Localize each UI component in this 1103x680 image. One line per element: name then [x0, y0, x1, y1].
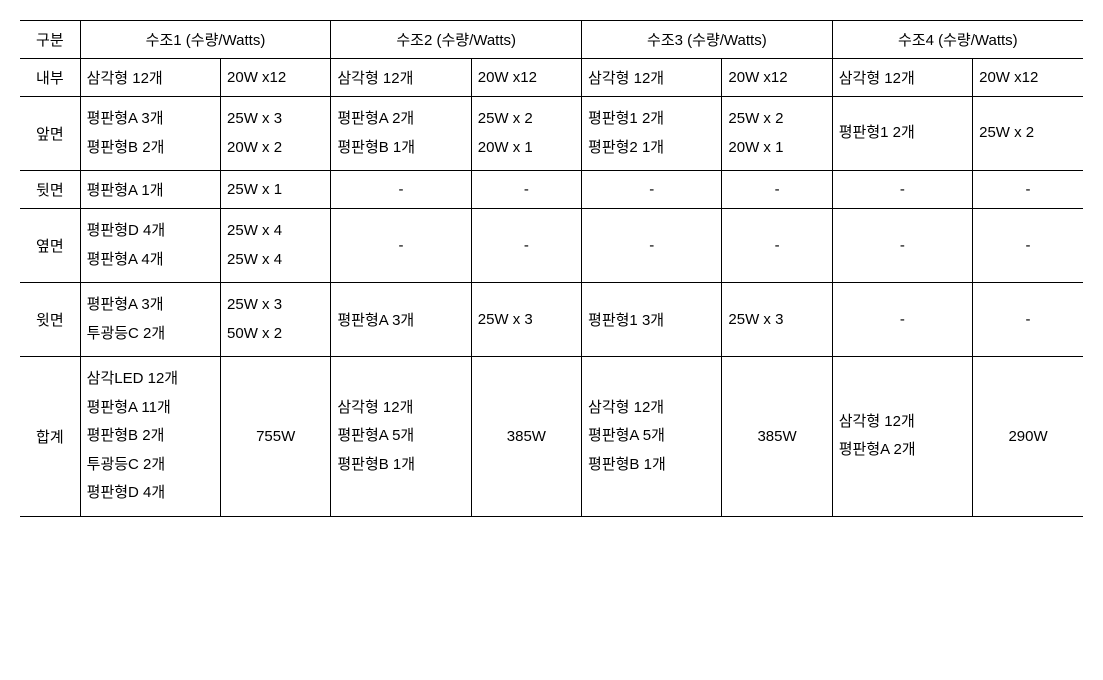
header-tank2: 수조2 (수량/Watts): [331, 21, 582, 59]
cell: 20W x12: [471, 59, 581, 97]
row-label-top: 윗면: [20, 283, 80, 357]
cell: 평판형A 3개: [331, 283, 471, 357]
header-row: 구분 수조1 (수량/Watts) 수조2 (수량/Watts) 수조3 (수량…: [20, 21, 1083, 59]
cell: 25W x 1: [221, 171, 331, 209]
cell: 평판형D 4개평판형A 4개: [80, 209, 220, 283]
cell: 삼각형 12개평판형A 5개평판형B 1개: [582, 357, 722, 517]
row-label-total: 합계: [20, 357, 80, 517]
cell: 20W x12: [221, 59, 331, 97]
cell: 평판형1 3개: [582, 283, 722, 357]
cell: 20W x12: [973, 59, 1083, 97]
cell: -: [832, 283, 972, 357]
cell: -: [973, 209, 1083, 283]
cell: -: [973, 171, 1083, 209]
cell: 평판형A 1개: [80, 171, 220, 209]
cell: 평판형A 2개평판형B 1개: [331, 97, 471, 171]
led-watts-table: 구분 수조1 (수량/Watts) 수조2 (수량/Watts) 수조3 (수량…: [20, 20, 1083, 517]
cell: 삼각형 12개: [331, 59, 471, 97]
cell: -: [331, 171, 471, 209]
cell: -: [471, 171, 581, 209]
cell: 삼각형 12개: [832, 59, 972, 97]
cell: -: [471, 209, 581, 283]
row-front: 앞면 평판형A 3개평판형B 2개 25W x 320W x 2 평판형A 2개…: [20, 97, 1083, 171]
row-side: 옆면 평판형D 4개평판형A 4개 25W x 425W x 4 - - - -…: [20, 209, 1083, 283]
cell: 385W: [471, 357, 581, 517]
row-inside: 내부 삼각형 12개 20W x12 삼각형 12개 20W x12 삼각형 1…: [20, 59, 1083, 97]
row-label-back: 뒷면: [20, 171, 80, 209]
cell: 평판형1 2개평판형2 1개: [582, 97, 722, 171]
header-tank1: 수조1 (수량/Watts): [80, 21, 331, 59]
row-label-side: 옆면: [20, 209, 80, 283]
cell: -: [973, 283, 1083, 357]
cell: -: [832, 209, 972, 283]
header-tank3: 수조3 (수량/Watts): [582, 21, 833, 59]
cell: 25W x 425W x 4: [221, 209, 331, 283]
header-gubun: 구분: [20, 21, 80, 59]
cell: 290W: [973, 357, 1083, 517]
row-back: 뒷면 평판형A 1개 25W x 1 - - - - - -: [20, 171, 1083, 209]
cell: 삼각형 12개: [582, 59, 722, 97]
cell: 25W x 2: [973, 97, 1083, 171]
cell: 25W x 350W x 2: [221, 283, 331, 357]
row-total: 합계 삼각LED 12개평판형A 11개평판형B 2개투광등C 2개평판형D 4…: [20, 357, 1083, 517]
cell: 평판형A 3개평판형B 2개: [80, 97, 220, 171]
cell: 25W x 3: [722, 283, 832, 357]
cell: 삼각형 12개: [80, 59, 220, 97]
cell: 삼각LED 12개평판형A 11개평판형B 2개투광등C 2개평판형D 4개: [80, 357, 220, 517]
row-label-inside: 내부: [20, 59, 80, 97]
cell: 평판형1 2개: [832, 97, 972, 171]
cell: 755W: [221, 357, 331, 517]
cell: 25W x 220W x 1: [722, 97, 832, 171]
cell: 385W: [722, 357, 832, 517]
cell: -: [331, 209, 471, 283]
cell: 평판형A 3개투광등C 2개: [80, 283, 220, 357]
cell: -: [722, 209, 832, 283]
row-top: 윗면 평판형A 3개투광등C 2개 25W x 350W x 2 평판형A 3개…: [20, 283, 1083, 357]
cell: 삼각형 12개평판형A 5개평판형B 1개: [331, 357, 471, 517]
row-label-front: 앞면: [20, 97, 80, 171]
cell: 25W x 3: [471, 283, 581, 357]
cell: 25W x 320W x 2: [221, 97, 331, 171]
cell: -: [722, 171, 832, 209]
cell: 20W x12: [722, 59, 832, 97]
cell: -: [582, 171, 722, 209]
cell: 25W x 220W x 1: [471, 97, 581, 171]
cell: -: [582, 209, 722, 283]
cell: 삼각형 12개평판형A 2개: [832, 357, 972, 517]
cell: -: [832, 171, 972, 209]
header-tank4: 수조4 (수량/Watts): [832, 21, 1083, 59]
